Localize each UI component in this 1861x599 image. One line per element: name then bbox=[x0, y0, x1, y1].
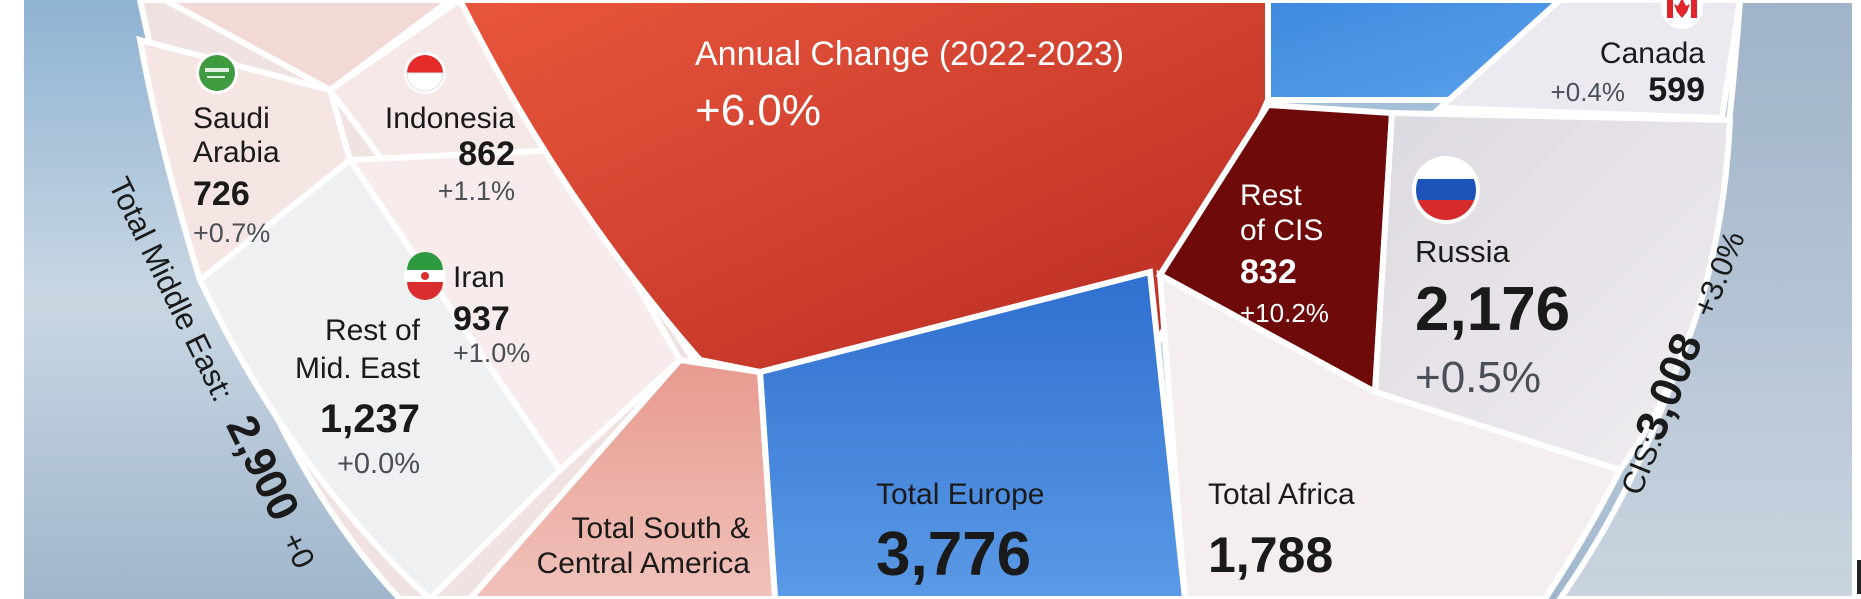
saudi-change: +0.7% bbox=[193, 218, 270, 248]
iran-change: +1.0% bbox=[453, 338, 530, 368]
rest-mid-east-segment bbox=[196, 155, 564, 599]
indonesia-value: 862 bbox=[458, 135, 515, 173]
canada-change: +0.4% bbox=[1551, 77, 1625, 107]
rest-mid-east-value: 1,237 bbox=[320, 397, 420, 441]
africa-name: Total Africa bbox=[1208, 478, 1355, 511]
africa-value: 1,788 bbox=[1208, 527, 1333, 583]
indonesia-name: Indonesia bbox=[385, 102, 515, 135]
saudi-flag-icon bbox=[196, 52, 238, 94]
south-central-america-segment bbox=[466, 356, 779, 599]
south-america-name-line2: Central America bbox=[537, 547, 751, 580]
canada-value: 599 bbox=[1648, 71, 1705, 109]
rest-cis-change: +10.2% bbox=[1240, 298, 1329, 328]
africa-segment bbox=[1156, 269, 1625, 599]
saudi-name-line1: Saudi bbox=[193, 102, 270, 135]
rest-mid-east-change: +0.0% bbox=[337, 448, 420, 480]
iran-value: 937 bbox=[453, 300, 510, 338]
russia-change: +0.5% bbox=[1415, 353, 1541, 402]
rest-cis-name-line1: Rest bbox=[1240, 179, 1302, 212]
rest-cis-value: 832 bbox=[1240, 253, 1297, 291]
iran-flag-icon bbox=[404, 252, 446, 300]
rest-cis-name-line2: of CIS bbox=[1240, 214, 1323, 247]
russia-flag-icon bbox=[1412, 156, 1480, 224]
saudi-name-line2: Arabia bbox=[193, 136, 280, 169]
iran-name: Iran bbox=[453, 261, 505, 294]
south-america-name-line1: Total South & bbox=[572, 512, 750, 545]
rest-mid-east-name-line1: Rest of bbox=[325, 314, 421, 347]
canada-name: Canada bbox=[1600, 37, 1705, 70]
scrollbar-thumb[interactable] bbox=[1857, 560, 1861, 594]
center-change-value: +6.0% bbox=[695, 86, 821, 135]
center-change-label: Annual Change (2022-2023) bbox=[695, 35, 1124, 73]
russia-name: Russia bbox=[1415, 234, 1511, 269]
indonesia-change: +1.1% bbox=[438, 176, 515, 206]
indonesia-flag-icon bbox=[404, 52, 446, 94]
rest-mid-east-name-line2: Mid. East bbox=[295, 352, 421, 385]
saudi-value: 726 bbox=[193, 175, 250, 213]
canada-flag-icon bbox=[1661, 0, 1703, 29]
left-margin bbox=[0, 0, 24, 599]
russia-value: 2,176 bbox=[1415, 275, 1570, 344]
europe-value: 3,776 bbox=[876, 520, 1031, 589]
europe-name: Total Europe bbox=[876, 478, 1044, 511]
